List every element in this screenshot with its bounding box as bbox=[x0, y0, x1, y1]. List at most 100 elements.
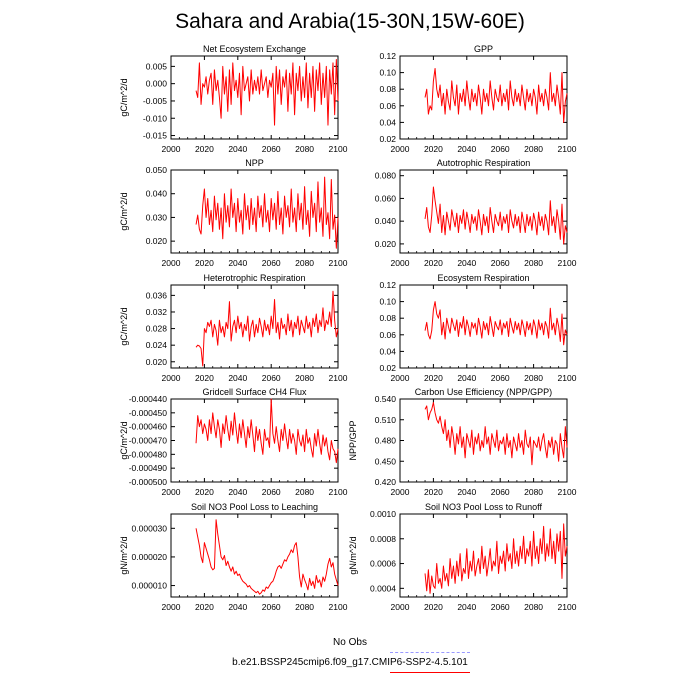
panel-6: Gridcell Surface CH4 Flux gC/m^2/d 2000 202… bbox=[119, 387, 348, 497]
figure-title: Sahara and Arabia(15-30N,15W-60E) bbox=[175, 10, 525, 33]
x-tick-label: 2020 bbox=[195, 373, 214, 383]
y-tick-label: 0.04 bbox=[379, 117, 396, 127]
x-tick-label: 2080 bbox=[295, 602, 314, 612]
x-tick-label: 2080 bbox=[295, 487, 314, 497]
x-tick-label: 2060 bbox=[491, 602, 510, 612]
x-tick-label: 2060 bbox=[262, 144, 281, 154]
y-tick-label: -0.000440 bbox=[129, 394, 168, 404]
x-tick-label: 2080 bbox=[524, 144, 543, 154]
x-tick-label: 2040 bbox=[228, 144, 247, 154]
y-axis-label: gC/m^2/d bbox=[119, 421, 129, 459]
y-tick-label: 0.08 bbox=[379, 313, 396, 323]
panel-title: NPP bbox=[245, 158, 264, 168]
x-tick-label: 2040 bbox=[228, 258, 247, 268]
x-tick-label: 2100 bbox=[329, 487, 348, 497]
x-tick-label: 2060 bbox=[491, 258, 510, 268]
x-tick-label: 2020 bbox=[195, 258, 214, 268]
panel-title: Net Ecosystem Exchange bbox=[203, 44, 306, 54]
series-line bbox=[195, 290, 339, 367]
y-tick-label: 0.12 bbox=[379, 51, 396, 61]
series-line bbox=[195, 519, 339, 595]
x-tick-label: 2040 bbox=[457, 373, 476, 383]
x-tick-label: 2020 bbox=[195, 487, 214, 497]
x-tick-label: 2000 bbox=[162, 487, 181, 497]
x-tick-label: 2100 bbox=[329, 258, 348, 268]
y-tick-label: 0.12 bbox=[379, 280, 396, 290]
y-tick-label: -0.000470 bbox=[129, 436, 168, 446]
y-tick-label: -0.000480 bbox=[129, 449, 168, 459]
x-tick-label: 2060 bbox=[491, 144, 510, 154]
panel-7: Carbon Use Efficiency (NPP/GPP) NPP/GPP 20… bbox=[348, 387, 577, 497]
panel-4: Heterotrophic Respiration gC/m^2/d 2000 202… bbox=[119, 273, 348, 383]
y-tick-label: 0.000 bbox=[146, 79, 168, 89]
x-tick-label: 2000 bbox=[391, 373, 410, 383]
y-tick-label: 0.10 bbox=[379, 68, 396, 78]
x-tick-label: 2100 bbox=[329, 373, 348, 383]
y-axis-label: gC/m^2/d bbox=[119, 78, 129, 116]
panel-5: Ecosystem Respiration 2000 2020 2040 2060 208… bbox=[379, 273, 576, 383]
x-tick-label: 2100 bbox=[558, 602, 577, 612]
panel-2: NPP gC/m^2/d 2000 2020 2040 2060 2080 2100 0.020… bbox=[119, 158, 348, 268]
x-tick-label: 2080 bbox=[295, 373, 314, 383]
x-tick-label: 2000 bbox=[391, 258, 410, 268]
x-tick-label: 2080 bbox=[524, 602, 543, 612]
y-tick-label: 0.024 bbox=[146, 340, 168, 350]
panel-title: Ecosystem Respiration bbox=[437, 273, 529, 283]
y-tick-label: 0.08 bbox=[379, 84, 396, 94]
panel-8: Soil NO3 Pool Loss to Leaching gN/m^2/d 20… bbox=[119, 502, 348, 612]
x-tick-label: 2020 bbox=[424, 602, 443, 612]
y-tick-label: -0.015 bbox=[143, 131, 167, 141]
x-tick-label: 2000 bbox=[162, 373, 181, 383]
panel-title: GPP bbox=[474, 44, 493, 54]
panel-9: Soil NO3 Pool Loss to Runoff gN/m^2/d 2000… bbox=[348, 502, 577, 612]
panel-title: Soil NO3 Pool Loss to Leaching bbox=[191, 502, 318, 512]
y-tick-label: 0.000010 bbox=[132, 581, 168, 591]
x-tick-label: 2040 bbox=[457, 258, 476, 268]
legend-label-model: b.e21.BSSP245cmip6.f09_g17.CMIP6-SSP2-4.… bbox=[232, 657, 468, 668]
y-tick-label: 0.028 bbox=[146, 324, 168, 334]
y-tick-label: 0.060 bbox=[375, 193, 397, 203]
x-tick-label: 2060 bbox=[262, 258, 281, 268]
y-tick-label: 0.510 bbox=[375, 415, 397, 425]
y-tick-label: 0.040 bbox=[375, 216, 397, 226]
x-tick-label: 2080 bbox=[524, 258, 543, 268]
y-tick-label: -0.010 bbox=[143, 113, 167, 123]
plot-frame bbox=[170, 513, 339, 598]
y-tick-label: 0.10 bbox=[379, 297, 396, 307]
y-tick-label: 0.000020 bbox=[132, 552, 168, 562]
y-tick-label: 0.02 bbox=[379, 134, 396, 144]
x-tick-label: 2080 bbox=[295, 258, 314, 268]
series-line bbox=[424, 301, 568, 346]
y-tick-label: 0.032 bbox=[146, 307, 168, 317]
x-tick-label: 2060 bbox=[262, 373, 281, 383]
panel-title: Gridcell Surface CH4 Flux bbox=[202, 387, 307, 397]
x-tick-label: 2020 bbox=[424, 487, 443, 497]
plot-frame bbox=[170, 284, 339, 369]
x-tick-label: 2100 bbox=[558, 258, 577, 268]
x-tick-label: 2100 bbox=[329, 602, 348, 612]
x-tick-label: 2040 bbox=[228, 487, 247, 497]
panel-title: Autotrophic Respiration bbox=[437, 158, 531, 168]
y-tick-label: 0.000030 bbox=[132, 523, 168, 533]
y-tick-label: -0.000460 bbox=[129, 422, 168, 432]
x-tick-label: 2080 bbox=[524, 487, 543, 497]
x-tick-label: 2080 bbox=[524, 373, 543, 383]
y-tick-label: 0.06 bbox=[379, 330, 396, 340]
y-axis-label: gN/m^2/d bbox=[348, 536, 358, 574]
panel-title: Carbon Use Efficiency (NPP/GPP) bbox=[415, 387, 552, 397]
series-line bbox=[195, 398, 339, 464]
y-tick-label: 0.0006 bbox=[370, 559, 396, 569]
x-tick-label: 2100 bbox=[329, 144, 348, 154]
series-line bbox=[195, 176, 339, 249]
y-tick-label: 0.450 bbox=[375, 456, 397, 466]
x-tick-label: 2020 bbox=[424, 144, 443, 154]
x-tick-label: 2040 bbox=[457, 602, 476, 612]
y-tick-label: -0.005 bbox=[143, 96, 167, 106]
x-tick-label: 2020 bbox=[195, 602, 214, 612]
x-tick-label: 2100 bbox=[558, 487, 577, 497]
y-axis-label: gC/m^2/d bbox=[119, 307, 129, 345]
y-tick-label: 0.036 bbox=[146, 290, 168, 300]
y-axis-label: gN/m^2/d bbox=[119, 536, 129, 574]
series-line bbox=[195, 58, 339, 126]
x-tick-label: 2040 bbox=[457, 144, 476, 154]
